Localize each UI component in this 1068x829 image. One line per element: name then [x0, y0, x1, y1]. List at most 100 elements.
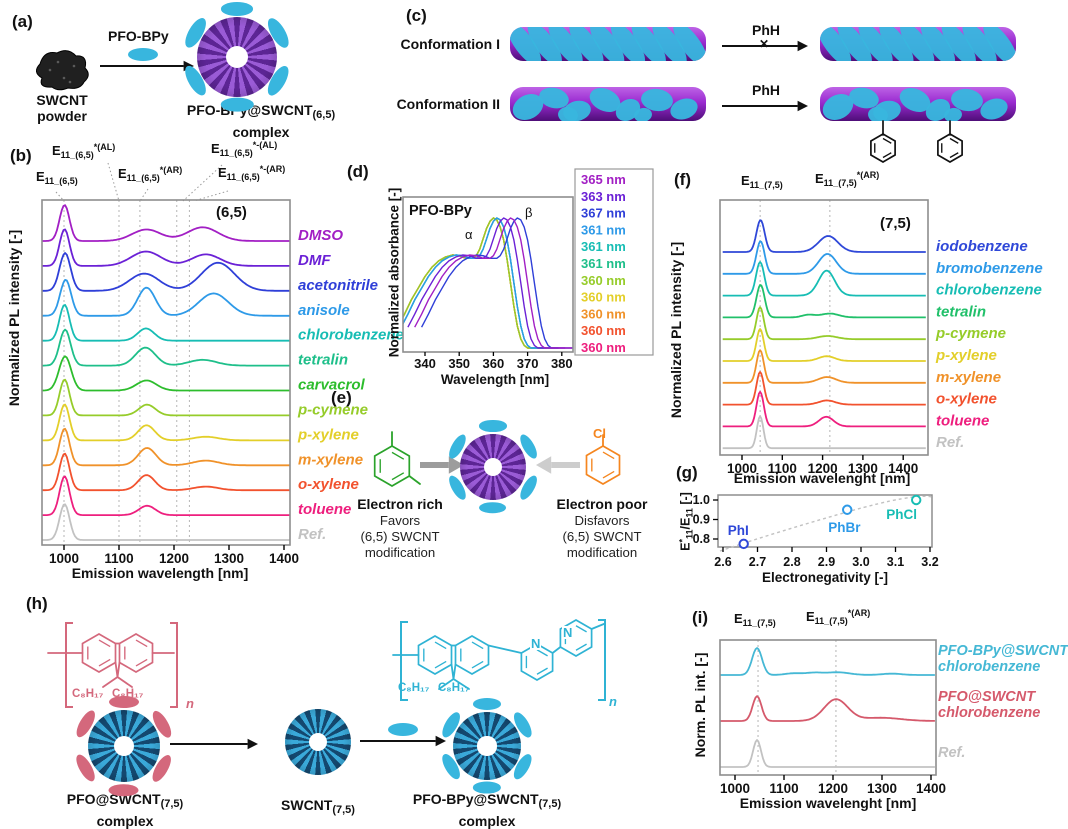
- legend-entry: 360 nm: [581, 306, 626, 321]
- electronegativity-scatter-plot: 1.0 0.9 0.8 2.6 2.7 2.8 2.9 3.0 3.1 3.2 Electroneg…: [693, 493, 939, 585]
- x-tick-label: 1200: [808, 461, 838, 476]
- series-label: m-xylene: [298, 451, 363, 468]
- series-label: Ref.: [938, 745, 965, 761]
- series-label: PFO-BPy@SWCNT: [938, 643, 1068, 659]
- legend-entry: 360 nm: [581, 273, 626, 288]
- x-tick-label: 3.2: [921, 555, 938, 569]
- legend-entry: 360 nm: [581, 323, 626, 338]
- nanotube-hole: [483, 457, 503, 477]
- y-tick-label: 1.0: [693, 493, 710, 507]
- series-label: toluene: [298, 501, 351, 518]
- benzene-ring: [373, 445, 411, 487]
- e11-starminus-ar-label: E11_(6,5)*-(AR): [218, 164, 286, 182]
- spectrum-curve-p-cymene: [722, 306, 926, 341]
- series-label: p-xylene: [297, 426, 359, 443]
- x-tick-label: 1100: [769, 781, 798, 796]
- crossed-reaction-icon: ✕: [759, 37, 770, 51]
- spectrum-curve-toluene: [42, 475, 290, 516]
- spectrum-curve-chlorobenzene: [42, 304, 290, 342]
- x-tick-label: 350: [448, 356, 470, 371]
- x-tick-label: 1100: [104, 551, 133, 566]
- spectrum-curve-bromobenzene: [722, 240, 926, 275]
- x-tick-label: 1300: [214, 551, 244, 566]
- series-label: o-xylene: [298, 476, 359, 493]
- panel-e-tag: (e): [331, 388, 352, 407]
- electron-poor-heading: Electron poor: [556, 496, 648, 512]
- nanotube-cross-section: [285, 709, 351, 775]
- electron-poor-body: Disfavors (6,5) SWCNT modification: [562, 513, 642, 560]
- polymer-bracket: [170, 622, 178, 708]
- bpy-complex-caption: PFO-BPy@SWCNT(7,5) complex: [412, 791, 562, 829]
- plot-box: [719, 199, 929, 456]
- spectrum-curve-toluene: [722, 390, 926, 428]
- x-tick-label: 360: [483, 356, 505, 371]
- series-label: carvacrol: [298, 377, 366, 394]
- nanotube-cross-section: [197, 17, 277, 97]
- data-point-PhI: [738, 538, 749, 550]
- spectrum-curve-acetonitrile: [42, 252, 290, 292]
- absorbance-curve-360 nm: [403, 217, 555, 349]
- spectrum-curve-PFO@SWCNT: [720, 695, 935, 722]
- legend-entry: 365 nm: [581, 172, 626, 187]
- y-tick-label: 0.8: [693, 532, 710, 546]
- product-line2: complex: [232, 124, 290, 140]
- nanotube-hole: [308, 732, 328, 752]
- polymer-wrapping: [512, 87, 698, 121]
- plot-box: [719, 639, 937, 776]
- x-tick-label: 340: [414, 356, 436, 371]
- chirality-label: (6,5): [216, 204, 247, 221]
- benzene-ring: [937, 133, 963, 163]
- pl-comparison-plot: PFO-BPy@SWCNTchlorobenzenePFO@SWCNTchlor…: [719, 639, 1068, 811]
- arrow-head: [797, 100, 808, 112]
- plot-box: [41, 199, 291, 546]
- legend-entry: 361 nm: [581, 239, 626, 254]
- product-chirality: (6,5): [312, 109, 336, 121]
- absorbance-curves: [403, 217, 573, 349]
- pfo-complex-caption: PFO@SWCNT(7,5) complex: [66, 791, 184, 829]
- x-tick-label: 1400: [269, 551, 299, 566]
- series-label: acetonitrile: [298, 277, 378, 294]
- legend-entry: 361 nm: [581, 222, 626, 237]
- absorbance-curve-365 nm: [414, 217, 573, 349]
- spectrum-curve-PFO-BPy@SWCNT: [720, 647, 935, 676]
- label-leader-line: [182, 164, 223, 202]
- nanotube-cross-section: [453, 712, 521, 780]
- alkyl-label: C₈H₁₇: [398, 682, 430, 694]
- spectrum-curve-Ref.: [722, 415, 926, 450]
- legend-box: [574, 168, 654, 356]
- conformation-2-label: Conformation II: [396, 96, 500, 112]
- polymer-ellipse: [220, 2, 254, 16]
- nanotube-hole: [113, 735, 135, 757]
- panel-b-tag: (b): [10, 146, 32, 165]
- x-tick-label: 1300: [867, 781, 897, 796]
- e11-75-label: E11_(7,5): [741, 173, 783, 190]
- x-axis-title: Emission wavelenght [nm]: [740, 795, 917, 811]
- alkyl-label: C₈H₁₇: [72, 688, 104, 700]
- spectrum-curve-p-xylene: [722, 328, 926, 362]
- nanotube-hole: [477, 736, 497, 756]
- electron-rich-body: Favors (6,5) SWCNT modification: [360, 513, 440, 560]
- series-label: chlorobenzene: [298, 327, 404, 344]
- series-label: m-xylene: [936, 369, 1001, 386]
- e11-starminus-al-label: E11_(6,5)*-(AL): [211, 140, 278, 158]
- series-label: p-cymene: [297, 401, 368, 418]
- label-leader-line: [139, 188, 149, 202]
- arrow-head: [247, 738, 258, 750]
- series-label: chlorobenzene: [936, 282, 1042, 299]
- series-label: DMF: [298, 252, 331, 269]
- absorbance-curve-367 nm: [420, 217, 573, 349]
- beta-peak-label: β: [525, 205, 532, 220]
- legend-entry: 363 nm: [581, 189, 626, 204]
- x-tick-label: 1000: [49, 551, 79, 566]
- x-axis-title: Emission wavelength [nm]: [72, 565, 249, 581]
- b-y-axis-title: Normalized PL intensity [-]: [6, 229, 22, 407]
- polymer-ellipse: [109, 695, 139, 709]
- polymer-wrapping: [820, 27, 1016, 61]
- trend-line: [719, 495, 933, 552]
- series-label: PFO@SWCNT: [938, 689, 1036, 705]
- legend-entry: 367 nm: [581, 206, 626, 221]
- phh-label-1: PhH: [752, 22, 780, 38]
- benzene-ring: [870, 133, 896, 163]
- polymer-ellipse: [473, 698, 501, 710]
